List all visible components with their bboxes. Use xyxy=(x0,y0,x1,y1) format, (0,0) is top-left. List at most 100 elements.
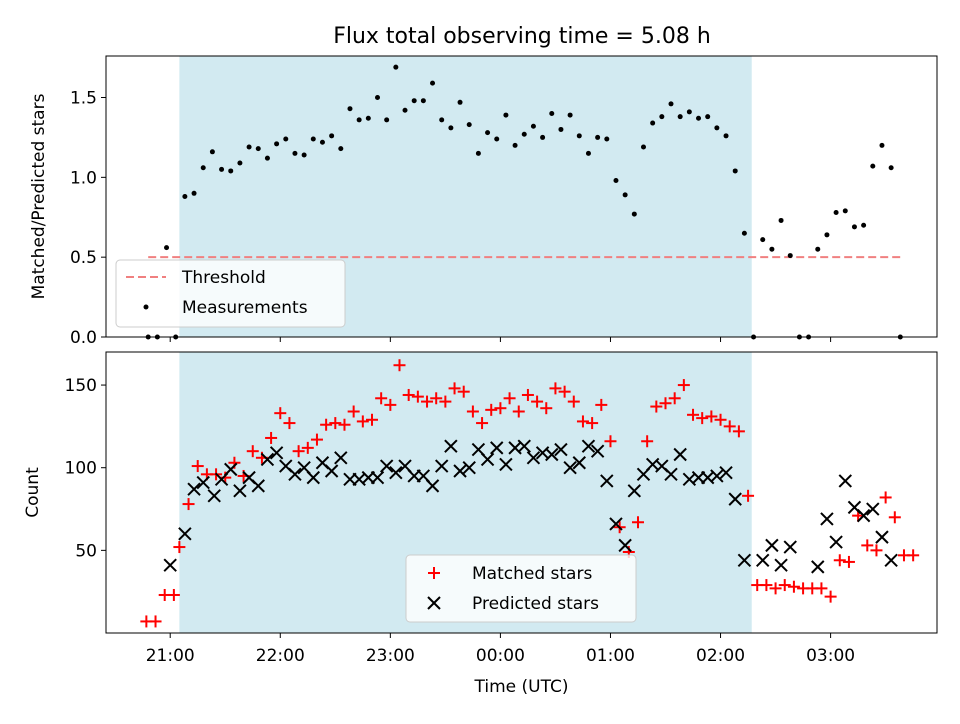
measurement-point xyxy=(164,245,170,251)
measurement-point xyxy=(191,190,197,196)
measurement-point xyxy=(521,131,527,137)
matched-star-point xyxy=(149,615,162,628)
matched-star-point xyxy=(907,549,920,562)
predicted-star-point xyxy=(875,530,889,544)
measurement-point xyxy=(411,98,417,104)
predicted-star-point xyxy=(554,442,568,457)
predicted-star-point xyxy=(627,484,642,498)
matched-star-point xyxy=(310,433,323,446)
matched-star-point xyxy=(191,460,204,473)
matched-stars-legend-label: Matched stars xyxy=(472,564,592,584)
measurement-point xyxy=(604,136,610,142)
predicted-star-point xyxy=(838,474,852,488)
top-y-tick-label: 0.5 xyxy=(70,248,97,268)
matched-star-point xyxy=(870,544,883,557)
measurement-point xyxy=(384,117,390,123)
predicted-star-point xyxy=(756,553,770,567)
matched-star-point xyxy=(723,420,736,433)
matched-star-point xyxy=(833,554,846,567)
matched-star-point xyxy=(769,582,782,595)
measurement-point xyxy=(888,165,894,171)
measurement-point xyxy=(705,114,711,120)
matched-star-point xyxy=(402,388,415,401)
measurement-point xyxy=(237,160,243,166)
predicted-star-point xyxy=(444,439,458,453)
predicted-star-points xyxy=(163,439,898,574)
matched-star-point xyxy=(265,431,278,444)
matched-star-point xyxy=(641,435,654,448)
measurement-point xyxy=(246,144,252,150)
measurement-point xyxy=(659,114,665,120)
matched-star-point xyxy=(824,590,837,603)
x-tick-label: 22:00 xyxy=(256,646,305,666)
measurement-point xyxy=(815,246,821,252)
matched-star-point xyxy=(329,417,342,430)
matched-star-point xyxy=(595,398,608,411)
matched-star-point xyxy=(494,402,507,415)
measurement-point xyxy=(787,253,793,259)
matched-star-point xyxy=(320,418,333,431)
predicted-star-point xyxy=(480,452,495,467)
measurement-point xyxy=(631,211,637,217)
measurement-point xyxy=(228,168,234,174)
matched-star-point xyxy=(485,403,498,416)
matched-star-point xyxy=(586,417,599,430)
matched-star-point xyxy=(365,413,378,426)
predicted-star-point xyxy=(389,465,403,480)
matched-star-point xyxy=(778,579,791,592)
measurement-point xyxy=(264,155,270,161)
matched-star-point xyxy=(531,395,544,408)
matched-star-point xyxy=(421,395,434,408)
predicted-star-point xyxy=(163,558,177,572)
measurements-legend-label: Measurements xyxy=(182,298,308,318)
top-y-tick-label: 1.0 xyxy=(70,168,97,188)
chart-title: Flux total observing time = 5.08 h xyxy=(333,24,711,49)
x-tick-label: 01:00 xyxy=(586,646,635,666)
measurement-point xyxy=(365,115,371,121)
bottom-panel: 50 100 150 21:00 22:00 23:00 00:00 01:00 02:00 03… xyxy=(23,351,938,697)
predicted-star-point xyxy=(187,482,201,496)
matched-star-point xyxy=(173,541,186,554)
measurement-point xyxy=(457,99,463,105)
measurement-point xyxy=(219,166,225,172)
predicted-star-point xyxy=(269,446,284,460)
matched-star-point xyxy=(861,539,874,552)
predicted-star-point xyxy=(324,464,339,478)
predicted-star-point xyxy=(710,469,724,483)
measurement-point xyxy=(741,230,747,236)
x-axis-label: Time (UTC) xyxy=(474,677,569,697)
measurement-point xyxy=(879,142,885,148)
matched-star-point xyxy=(476,417,489,430)
top-y-tick-label: 0.0 xyxy=(70,328,97,348)
matched-star-point xyxy=(888,511,901,524)
predicted-star-point xyxy=(178,527,192,541)
measurement-point xyxy=(356,117,362,123)
predicted-star-point xyxy=(829,535,843,549)
predicted-star-point xyxy=(618,538,632,553)
matched-star-point xyxy=(705,410,718,423)
predicted-star-point xyxy=(572,456,586,470)
measurement-point xyxy=(393,64,399,70)
predicted-star-point xyxy=(856,508,871,523)
x-tick-label: 21:00 xyxy=(146,646,195,666)
matched-star-point xyxy=(338,418,351,431)
matched-star-point xyxy=(347,405,360,418)
predicted-star-point xyxy=(526,451,541,465)
matched-star-point xyxy=(540,402,553,415)
bottom-y-tick-label: 50 xyxy=(75,541,97,561)
measurement-point xyxy=(567,112,573,118)
bottom-axis-ticks: 50 100 150 21:00 22:00 23:00 00:00 01:00 02:00 03… xyxy=(65,376,856,666)
measurements-legend-swatch xyxy=(143,304,149,310)
matched-star-point xyxy=(292,445,305,458)
matched-star-point xyxy=(246,445,259,458)
predicted-star-point xyxy=(783,540,797,554)
predicted-star-point xyxy=(737,553,752,567)
measurement-point xyxy=(530,123,536,129)
x-tick-label: 02:00 xyxy=(696,646,745,666)
measurement-point xyxy=(833,209,839,215)
matched-star-point xyxy=(567,395,580,408)
matched-star-point xyxy=(650,400,663,413)
predicted-stars-legend-swatch xyxy=(427,596,441,610)
matched-star-point xyxy=(677,379,690,392)
